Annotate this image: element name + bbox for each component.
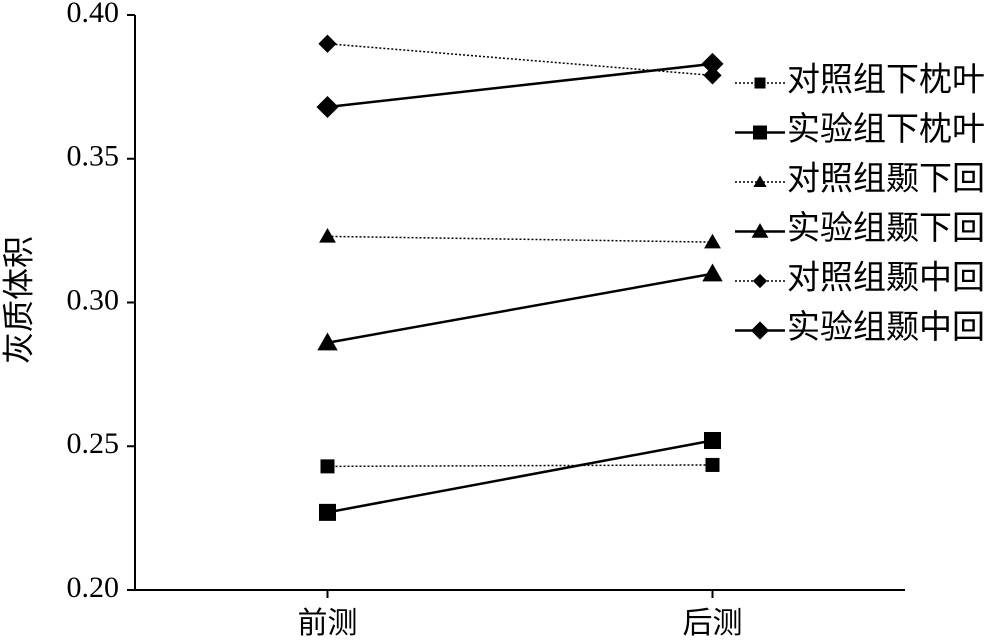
legend-marker bbox=[753, 125, 767, 140]
marker bbox=[319, 503, 336, 521]
line bbox=[327, 62, 713, 109]
marker bbox=[319, 227, 336, 243]
y-tick-label: 0.25 bbox=[67, 427, 120, 460]
line bbox=[327, 464, 713, 468]
marker bbox=[316, 95, 339, 119]
legend-marker bbox=[753, 175, 767, 187]
marker bbox=[320, 459, 335, 474]
y-tick-label: 0.40 bbox=[67, 0, 120, 29]
line bbox=[327, 235, 713, 243]
line bbox=[327, 439, 713, 514]
line bbox=[327, 272, 713, 344]
legend-label: 实验组颞中回 bbox=[787, 309, 985, 346]
legend-label: 对照组颞下回 bbox=[787, 161, 985, 198]
legend-marker bbox=[750, 321, 770, 340]
marker bbox=[705, 457, 720, 472]
legend-marker bbox=[751, 223, 769, 238]
y-tick-label: 0.35 bbox=[67, 140, 120, 173]
marker bbox=[318, 34, 337, 53]
legend-label: 对照组下枕叶 bbox=[787, 62, 985, 99]
legend-marker bbox=[754, 77, 766, 89]
legend-marker bbox=[752, 273, 768, 289]
legend-label: 实验组颞下回 bbox=[787, 210, 985, 247]
y-tick-label: 0.20 bbox=[67, 571, 120, 604]
legend-label: 实验组下枕叶 bbox=[787, 111, 985, 148]
marker bbox=[702, 263, 723, 282]
marker bbox=[701, 52, 724, 75]
y-tick-label: 0.30 bbox=[67, 283, 120, 316]
marker bbox=[704, 233, 721, 249]
marker bbox=[703, 66, 722, 85]
x-tick-label: 前测 bbox=[298, 607, 358, 640]
legend-label: 对照组颞中回 bbox=[787, 260, 985, 297]
marker bbox=[704, 432, 721, 449]
marker bbox=[317, 332, 338, 351]
x-tick-label: 后测 bbox=[683, 607, 743, 640]
y-axis-label: 灰质体积 bbox=[0, 236, 36, 364]
